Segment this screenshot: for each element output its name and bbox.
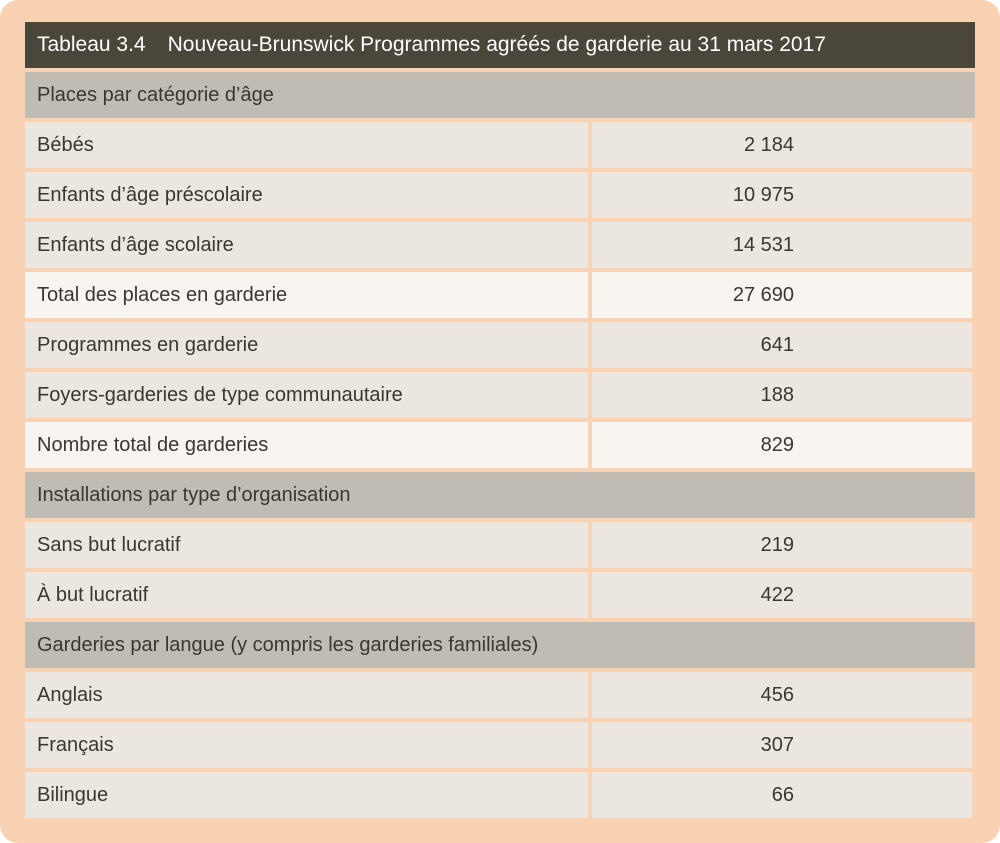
row-value: 641 bbox=[592, 322, 972, 368]
row-label: Anglais bbox=[25, 672, 588, 718]
row-value: 10 975 bbox=[592, 172, 972, 218]
row-label: Programmes en garderie bbox=[25, 322, 588, 368]
row-label: Bilingue bbox=[25, 772, 588, 818]
section-header-langue: Garderies par langue (y compris les gard… bbox=[25, 622, 975, 668]
row-value: 188 bbox=[592, 372, 972, 418]
table-row: Bébés 2 184 bbox=[25, 122, 975, 168]
section-header-installations: Installations par type d’organisation bbox=[25, 472, 975, 518]
table-row: Bilingue 66 bbox=[25, 772, 975, 818]
table-row: Sans but lucratif 219 bbox=[25, 522, 975, 568]
table-row: Enfants d’âge préscolaire 10 975 bbox=[25, 172, 975, 218]
table-row: Enfants d’âge scolaire 14 531 bbox=[25, 222, 975, 268]
section-header-places: Places par catégorie d’âge bbox=[25, 72, 975, 118]
row-value: 14 531 bbox=[592, 222, 972, 268]
row-value: 219 bbox=[592, 522, 972, 568]
table-title-text: Nouveau-Brunswick Programmes agréés de g… bbox=[167, 33, 826, 56]
row-label: Bébés bbox=[25, 122, 588, 168]
row-value: 307 bbox=[592, 722, 972, 768]
row-label: Enfants d’âge préscolaire bbox=[25, 172, 588, 218]
table-row: À but lucratif 422 bbox=[25, 572, 975, 618]
row-label: Sans but lucratif bbox=[25, 522, 588, 568]
table-row: Foyers-garderies de type communautaire 1… bbox=[25, 372, 975, 418]
table-title: Tableau 3.4 Nouveau-Brunswick Programmes… bbox=[25, 22, 975, 68]
row-label: Foyers-garderies de type communautaire bbox=[25, 372, 588, 418]
row-value: 66 bbox=[592, 772, 972, 818]
row-label: Nombre total de garderies bbox=[25, 422, 588, 468]
row-value: 456 bbox=[592, 672, 972, 718]
table-row-total: Nombre total de garderies 829 bbox=[25, 422, 975, 468]
row-value: 422 bbox=[592, 572, 972, 618]
table-row: Français 307 bbox=[25, 722, 975, 768]
table-row: Programmes en garderie 641 bbox=[25, 322, 975, 368]
row-label: Français bbox=[25, 722, 588, 768]
table-row: Anglais 456 bbox=[25, 672, 975, 718]
table-row-total: Total des places en garderie 27 690 bbox=[25, 272, 975, 318]
row-label: Total des places en garderie bbox=[25, 272, 588, 318]
row-value: 2 184 bbox=[592, 122, 972, 168]
table-number: Tableau 3.4 bbox=[37, 33, 146, 56]
row-value: 27 690 bbox=[592, 272, 972, 318]
row-value: 829 bbox=[592, 422, 972, 468]
row-label: Enfants d’âge scolaire bbox=[25, 222, 588, 268]
row-label: À but lucratif bbox=[25, 572, 588, 618]
